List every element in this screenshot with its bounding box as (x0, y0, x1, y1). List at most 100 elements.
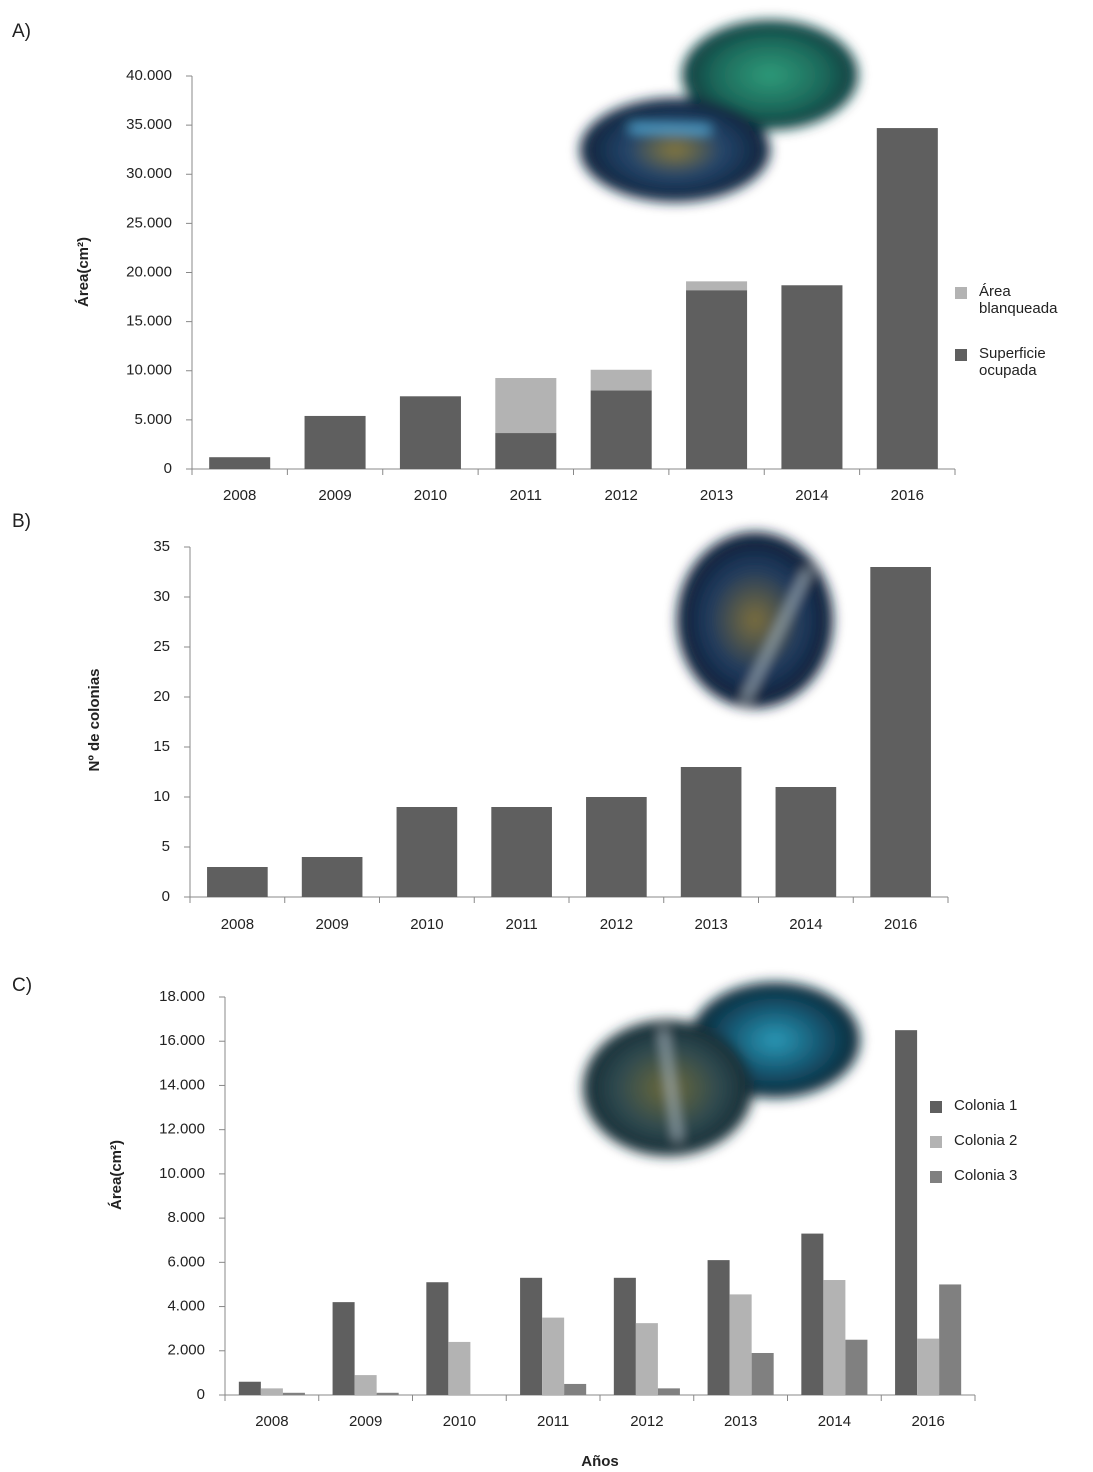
bar (426, 1282, 448, 1395)
bar-segment (686, 290, 747, 469)
y-tick-label: 25 (153, 638, 170, 655)
x-tick-label: 2009 (315, 916, 348, 933)
bar (917, 1339, 939, 1395)
legend-item: Superficie ocupada (955, 345, 1087, 379)
bar-segment (305, 416, 366, 469)
bar (333, 1302, 355, 1395)
legend-label: Superficie ocupada (979, 345, 1079, 379)
y-axis-title: Nº de colonias (86, 668, 103, 771)
photo (677, 532, 833, 708)
bar (730, 1294, 752, 1395)
bar (377, 1393, 399, 1395)
y-tick-label: 25.000 (126, 214, 172, 231)
y-tick-label: 15.000 (126, 313, 172, 330)
bar (870, 567, 931, 897)
y-axis-title: Área(cm²) (75, 237, 92, 307)
bar (520, 1278, 542, 1395)
y-tick-label: 0 (162, 888, 170, 905)
bar (207, 867, 268, 897)
y-tick-label: 20 (153, 688, 170, 705)
x-tick-label: 2010 (414, 487, 447, 504)
legend: Área blanqueada Superficie ocupada (955, 283, 1087, 379)
y-tick-label: 10.000 (126, 362, 172, 379)
bar (564, 1384, 586, 1395)
legend-item: Colonia 2 (930, 1132, 1090, 1149)
legend-label: Colonia 1 (954, 1097, 1017, 1114)
photo (580, 20, 858, 202)
bar (586, 797, 647, 897)
legend-swatch (955, 287, 967, 299)
y-tick-label: 30.000 (126, 165, 172, 182)
y-tick-label: 30 (153, 588, 170, 605)
x-axis-title: Años (581, 1453, 619, 1470)
charts: A)Área(cm²)05.00010.00015.00020.00025.00… (0, 0, 1093, 1472)
y-tick-label: 16.000 (159, 1032, 205, 1049)
x-tick-label: 2016 (911, 1413, 944, 1430)
panel-label: B) (12, 511, 31, 532)
y-tick-label: 35.000 (126, 116, 172, 133)
bar (239, 1382, 261, 1395)
bar-segment (495, 378, 556, 433)
y-tick-label: 4.000 (167, 1298, 205, 1315)
x-tick-label: 2012 (605, 487, 638, 504)
bar (614, 1278, 636, 1395)
legend-label: Área blanqueada (979, 283, 1079, 317)
bar (658, 1388, 680, 1395)
bar (448, 1342, 470, 1395)
bar (636, 1323, 658, 1395)
bar-segment (591, 390, 652, 469)
legend-swatch (930, 1136, 942, 1148)
y-tick-label: 40.000 (126, 67, 172, 84)
panel-label: C) (12, 975, 32, 996)
bar-segment (495, 433, 556, 469)
x-tick-label: 2012 (600, 916, 633, 933)
x-tick-label: 2014 (795, 487, 828, 504)
y-tick-label: 10.000 (159, 1165, 205, 1182)
bar-segment (877, 128, 938, 469)
y-tick-label: 20.000 (126, 263, 172, 280)
y-tick-label: 8.000 (167, 1209, 205, 1226)
x-tick-label: 2016 (891, 487, 924, 504)
x-tick-label: 2009 (318, 487, 351, 504)
bar (801, 1234, 823, 1395)
bar-segment (591, 370, 652, 391)
bar (355, 1375, 377, 1395)
x-tick-label: 2013 (700, 487, 733, 504)
y-tick-label: 15 (153, 738, 170, 755)
bar (708, 1260, 730, 1395)
y-tick-label: 0 (164, 460, 172, 477)
bar (895, 1030, 917, 1395)
legend-label: Colonia 2 (954, 1132, 1017, 1149)
bar (845, 1340, 867, 1395)
bar (302, 857, 363, 897)
photo (583, 982, 860, 1156)
legend: Colonia 1 Colonia 2 Colonia 3 (930, 1097, 1090, 1184)
y-tick-label: 6.000 (167, 1253, 205, 1270)
x-tick-label: 2014 (789, 916, 822, 933)
x-tick-label: 2008 (221, 916, 254, 933)
bar (491, 807, 552, 897)
x-tick-label: 2013 (694, 916, 727, 933)
bar (752, 1353, 774, 1395)
x-tick-label: 2013 (724, 1413, 757, 1430)
bar-segment (781, 285, 842, 469)
bar (542, 1318, 564, 1395)
legend-item: Colonia 3 (930, 1167, 1090, 1184)
legend-label: Colonia 3 (954, 1167, 1017, 1184)
x-tick-label: 2011 (505, 916, 537, 933)
y-tick-label: 5 (162, 838, 170, 855)
bar (939, 1284, 961, 1395)
y-tick-label: 5.000 (134, 411, 172, 428)
bar (681, 767, 742, 897)
bar (397, 807, 458, 897)
bar-segment (686, 281, 747, 290)
y-axis-title: Área(cm²) (108, 1140, 125, 1210)
y-tick-label: 2.000 (167, 1342, 205, 1359)
legend-item: Colonia 1 (930, 1097, 1090, 1114)
legend-swatch (930, 1101, 942, 1113)
x-tick-label: 2012 (630, 1413, 663, 1430)
y-tick-label: 14.000 (159, 1076, 205, 1093)
y-tick-label: 10 (153, 788, 170, 805)
x-tick-label: 2008 (223, 487, 256, 504)
bar (283, 1393, 305, 1395)
